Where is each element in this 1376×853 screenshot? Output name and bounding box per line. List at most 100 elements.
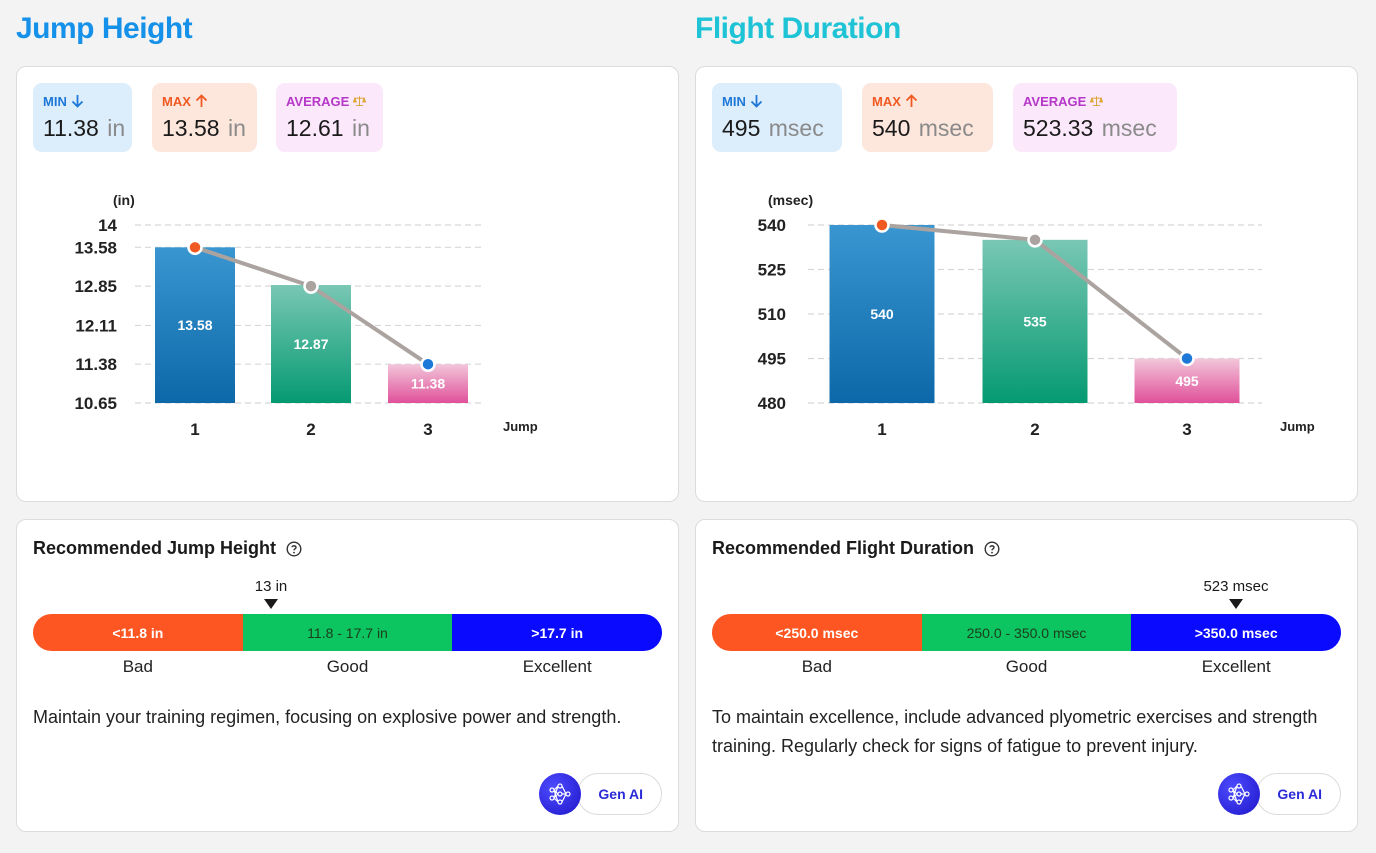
- range-good: 11.8 - 17.7 in: [242, 614, 453, 651]
- scale-icon: [353, 96, 367, 107]
- y-tick-label: 14: [98, 216, 117, 235]
- range-bar: <11.8 in 11.8 - 17.7 in >17.7 in: [33, 614, 662, 651]
- y-tick-label: 12.11: [75, 316, 117, 335]
- average-stat: AVERAGE 12.61 in: [276, 83, 383, 152]
- marker-triangle-icon: [264, 599, 278, 609]
- label-bad: Bad: [801, 657, 832, 676]
- range-excellent: >17.7 in: [452, 614, 662, 651]
- gen-ai-button[interactable]: Gen AI: [1256, 773, 1341, 815]
- marker-triangle-icon: [1229, 599, 1243, 609]
- flight-duration-chart: (msec) 480 495 510 525 540 540 1 535 2 495 3 Jump: [758, 192, 1315, 439]
- data-point: [187, 239, 203, 256]
- max-unit: msec: [918, 115, 974, 141]
- y-axis-title: (in): [113, 192, 135, 208]
- label-good: Good: [1005, 657, 1048, 676]
- marker-label: 523 msec: [1203, 578, 1269, 595]
- label-excellent: Excellent: [522, 657, 592, 676]
- average-unit: in: [351, 115, 370, 141]
- gen-ai-control[interactable]: Gen AI: [1218, 773, 1341, 815]
- max-unit: in: [227, 115, 246, 141]
- min-label: MIN: [43, 93, 67, 109]
- min-unit: in: [107, 115, 126, 141]
- gen-ai-control[interactable]: Gen AI: [539, 773, 662, 815]
- bar-value-label: 12.87: [293, 336, 328, 352]
- label-bad: Bad: [122, 657, 153, 676]
- bar-value-label: 11.38: [411, 376, 445, 392]
- min-value: 495: [722, 115, 761, 141]
- average-stat: AVERAGE 523.33 msec: [1013, 83, 1177, 152]
- label-good: Good: [326, 657, 369, 676]
- max-value: 540: [872, 115, 911, 141]
- recommended-jump-height-card: Recommended Jump Height 13 in <11.8 in 1…: [16, 519, 679, 832]
- gen-ai-button[interactable]: Gen AI: [577, 773, 662, 815]
- x-tick-label: 1: [190, 420, 199, 439]
- y-tick-label: 12.85: [74, 277, 117, 296]
- min-unit: msec: [768, 115, 824, 141]
- range-excellent: >350.0 msec: [1131, 614, 1341, 651]
- max-label: MAX: [162, 93, 191, 109]
- current-value-marker: 13 in: [211, 578, 331, 609]
- marker-label: 13 in: [254, 578, 288, 595]
- ai-brain-icon[interactable]: [539, 773, 582, 815]
- section-title: Flight Duration: [695, 12, 901, 45]
- average-value: 12.61: [286, 115, 344, 141]
- jump-height-chart-card: MIN 11.38 in MAX 13.58 in AVERAGE 12.61 …: [16, 66, 679, 502]
- scale-icon: [1090, 96, 1104, 107]
- bar-value-label: 535: [1023, 313, 1047, 329]
- range-bar: <250.0 msec 250.0 - 350.0 msec >350.0 ms…: [712, 614, 1341, 651]
- y-tick-label: 13.58: [74, 238, 117, 257]
- y-tick-label: 11.38: [75, 355, 117, 374]
- max-value: 13.58: [162, 115, 220, 141]
- y-tick-label: 540: [758, 216, 786, 235]
- data-point: [874, 217, 890, 233]
- x-tick-label: 1: [877, 420, 886, 439]
- bar-value-label: 540: [870, 306, 894, 322]
- arrow-down-icon: [750, 95, 762, 108]
- arrow-down-icon: [71, 95, 83, 108]
- data-point: [1027, 232, 1043, 248]
- average-value: 523.33: [1023, 115, 1094, 141]
- recommended-title: Recommended Jump Height: [33, 538, 277, 558]
- arrow-up-icon: [905, 94, 918, 107]
- current-value-marker: 523 msec: [1176, 578, 1296, 609]
- data-point: [420, 356, 436, 372]
- y-tick-label: 525: [758, 261, 786, 280]
- jump-height-chart: (in) 10.65 11.38 12.11 12.85 13.58 14 13.58 1 12.…: [74, 192, 538, 439]
- max-stat: MAX 540 msec: [862, 83, 993, 152]
- data-point: [303, 278, 319, 294]
- range-labels: Bad Good Excellent: [712, 657, 1341, 677]
- help-icon[interactable]: [286, 540, 302, 557]
- bar: [829, 225, 935, 403]
- range-good: 250.0 - 350.0 msec: [921, 614, 1132, 651]
- min-value: 11.38: [43, 115, 99, 141]
- x-tick-label: 2: [1030, 420, 1039, 439]
- max-label: MAX: [872, 93, 901, 109]
- max-stat: MAX 13.58 in: [152, 83, 257, 152]
- data-point: [1179, 350, 1195, 367]
- min-label: MIN: [722, 93, 746, 109]
- recommendation-text: To maintain excellence, include advanced…: [712, 707, 1318, 756]
- y-tick-label: 510: [758, 305, 786, 324]
- min-stat: MIN 495 msec: [712, 83, 842, 152]
- y-tick-label: 10.65: [74, 394, 117, 413]
- x-tick-label: 3: [423, 420, 432, 439]
- x-axis-title: Jump: [1280, 419, 1315, 434]
- average-label: AVERAGE: [286, 93, 350, 109]
- y-tick-label: 480: [758, 394, 786, 413]
- x-axis-title: Jump: [503, 419, 538, 434]
- x-tick-label: 2: [306, 420, 315, 439]
- average-label: AVERAGE: [1023, 93, 1087, 109]
- recommended-flight-duration-card: Recommended Flight Duration 523 msec <25…: [695, 519, 1358, 832]
- x-tick-label: 3: [1182, 420, 1191, 439]
- y-tick-label: 495: [758, 350, 786, 369]
- label-excellent: Excellent: [1201, 657, 1271, 676]
- range-bad: <11.8 in: [33, 614, 243, 651]
- help-icon[interactable]: [984, 540, 1000, 557]
- flight-duration-chart-card: MIN 495 msec MAX 540 msec AVERAGE 523.33…: [695, 66, 1358, 502]
- bar: [155, 247, 235, 403]
- ai-brain-icon[interactable]: [1218, 773, 1261, 815]
- bar-value-label: 495: [1175, 373, 1199, 389]
- recommended-title: Recommended Flight Duration: [712, 538, 975, 558]
- min-stat: MIN 11.38 in: [33, 83, 132, 152]
- range-labels: Bad Good Excellent: [33, 657, 662, 677]
